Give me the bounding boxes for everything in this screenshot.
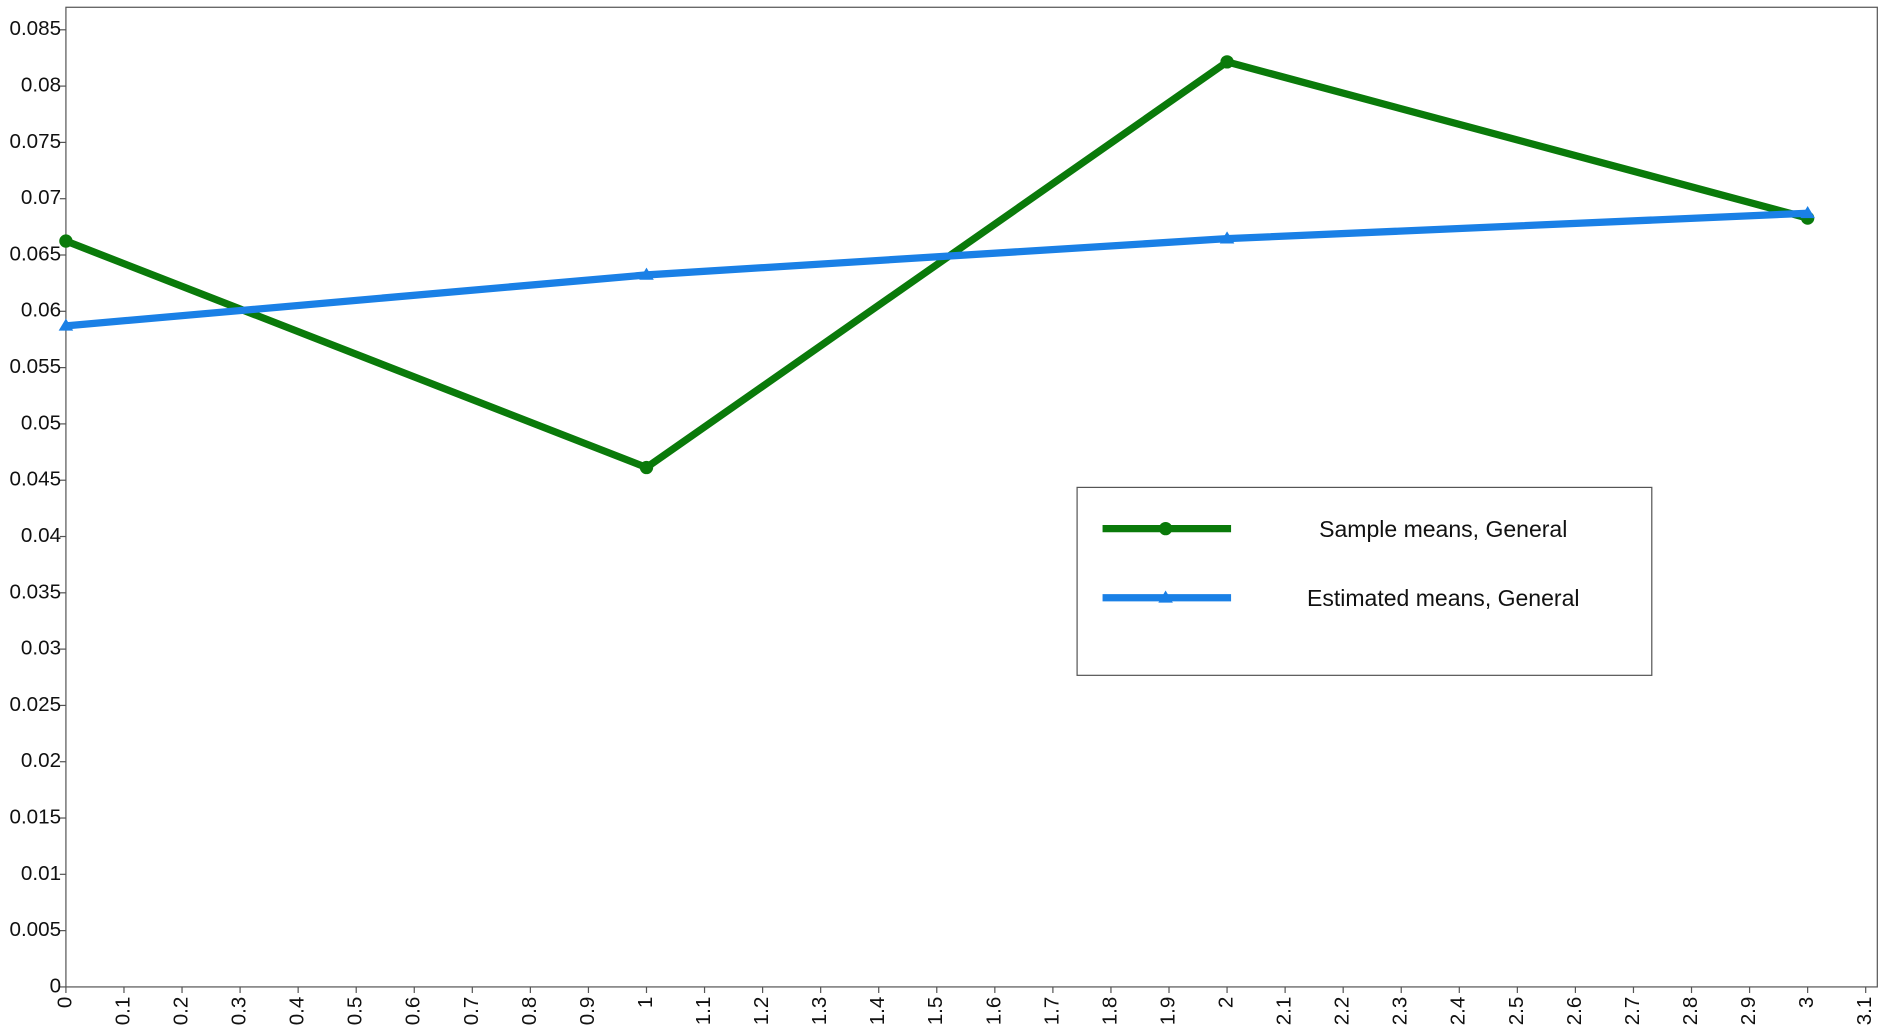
x-tick-label: 2.3	[1389, 997, 1412, 1026]
x-tick-label: 2.1	[1273, 997, 1296, 1026]
x-tick-label: 2.8	[1679, 997, 1702, 1026]
x-tick-label: 2.2	[1331, 997, 1354, 1026]
x-tick-label: 1	[634, 997, 657, 1008]
x-tick-label: 0.9	[576, 997, 599, 1026]
x-tick-label: 0.7	[460, 997, 483, 1026]
marker	[1220, 55, 1234, 69]
legend-label: Estimated means, General	[1307, 585, 1579, 611]
marker	[1219, 231, 1235, 244]
y-tick-label: 0.085	[9, 17, 61, 40]
x-tick-label: 0.5	[344, 997, 367, 1026]
y-tick-label: 0.005	[9, 918, 61, 941]
y-tick-label: 0.075	[9, 130, 61, 153]
x-tick-label: 1.1	[692, 997, 715, 1026]
y-tick-label: 0.015	[9, 805, 61, 828]
x-tick-label: 1.7	[1040, 997, 1063, 1026]
marker	[639, 460, 654, 475]
y-tick-label: 0.035	[9, 580, 61, 603]
x-tick-label: 0.1	[111, 997, 134, 1026]
marker	[639, 267, 654, 280]
x-tick-label: 0.8	[518, 997, 541, 1026]
marker	[59, 234, 73, 248]
y-tick-label: 0.08	[21, 74, 61, 97]
legend-label: Sample means, General	[1319, 516, 1567, 542]
y-tick-label: 0.05	[21, 411, 61, 434]
marker	[58, 318, 74, 331]
marker	[1158, 521, 1173, 536]
x-tick-label: 0.2	[169, 997, 192, 1026]
y-tick-label: 0.02	[21, 749, 61, 772]
x-tick-label: 1.4	[866, 997, 889, 1026]
x-tick-label: 1.5	[924, 997, 947, 1026]
x-tick-label: 0.3	[228, 997, 251, 1026]
marker	[1158, 590, 1173, 603]
x-tick-label: 3.1	[1853, 997, 1876, 1026]
legend-box	[1076, 486, 1653, 676]
x-tick-label: 1.9	[1156, 997, 1179, 1026]
x-tick-label: 2.5	[1505, 997, 1528, 1026]
x-tick-label: 3	[1795, 997, 1818, 1008]
y-tick-label: 0.01	[21, 862, 61, 885]
x-tick-label: 0.4	[286, 997, 309, 1026]
y-tick-label: 0.07	[21, 186, 61, 209]
y-tick-label: 0.025	[9, 693, 61, 716]
y-tick-label: 0.045	[9, 468, 61, 491]
series-line	[64, 58, 1809, 472]
y-tick-label: 0	[50, 974, 61, 997]
x-tick-label: 1.3	[808, 997, 831, 1026]
x-tick-label: 0	[53, 997, 76, 1008]
marker	[1800, 205, 1815, 219]
x-tick-label: 2	[1215, 997, 1238, 1008]
x-tick-label: 2.6	[1563, 997, 1586, 1026]
x-tick-label: 2.7	[1621, 997, 1644, 1026]
x-tick-label: 0.6	[402, 997, 425, 1026]
y-tick-label: 0.055	[9, 355, 61, 378]
x-tick-label: 2.9	[1737, 997, 1760, 1026]
x-tick-label: 2.4	[1447, 997, 1470, 1026]
series-line	[65, 209, 1808, 330]
plot-frame	[65, 6, 1878, 988]
y-tick-label: 0.065	[9, 242, 61, 265]
x-tick-label: 1.2	[750, 997, 773, 1026]
y-tick-label: 0.06	[21, 299, 61, 322]
y-tick-label: 0.03	[21, 637, 61, 660]
x-tick-label: 1.6	[982, 997, 1005, 1026]
y-tick-label: 0.04	[21, 524, 61, 547]
x-tick-label: 1.8	[1098, 997, 1121, 1026]
